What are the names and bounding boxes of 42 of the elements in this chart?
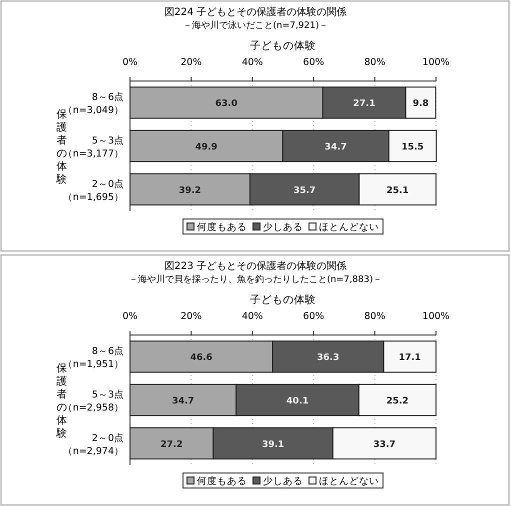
x-tick-label: 40% [242, 311, 263, 322]
data-label: 15.5 [401, 142, 424, 152]
x-tick-label: 100% [422, 311, 450, 322]
x-tick-label: 0% [122, 311, 138, 322]
chart-title: 図224 子どもとその保護者の体験の関係 [164, 6, 347, 18]
data-label: 39.1 [262, 440, 284, 450]
chart-subtitle: －海や川で貝を採ったり、魚を釣ったりしたこと(n=7,883)－ [128, 274, 382, 285]
chart-title: 図223 子どもとその保護者の体験の関係 [164, 260, 347, 272]
x-axis-title: 子どもの体験 [250, 294, 316, 306]
data-label: 27.1 [353, 99, 376, 110]
x-tick-label: 60% [303, 57, 324, 68]
data-label: 25.1 [386, 186, 409, 196]
legend-label: 何度もある [197, 475, 247, 487]
data-label: 63.0 [215, 99, 238, 110]
data-label: 9.8 [412, 99, 429, 110]
x-tick-label: 20% [180, 311, 202, 322]
data-label: 27.2 [160, 440, 183, 450]
data-label: 33.7 [373, 440, 396, 450]
data-label: 39.2 [178, 186, 202, 196]
data-label: 46.6 [190, 353, 212, 364]
x-tick-label: 80% [364, 57, 386, 68]
data-label: 25.2 [386, 396, 409, 406]
x-axis-title: 子どもの体験 [250, 40, 316, 52]
data-label: 40.1 [286, 396, 309, 406]
x-tick-label: 20% [180, 57, 202, 68]
legend-label: ほとんどない [319, 476, 379, 487]
legend-label: 少しある [263, 221, 303, 233]
legend-label: 何度もある [197, 221, 247, 233]
data-label: 49.9 [195, 142, 218, 152]
data-label: 34.7 [324, 142, 347, 152]
x-tick-label: 100% [422, 57, 450, 68]
x-tick-label: 40% [242, 57, 263, 68]
chart-subtitle: －海や川で泳いだこと(n=7,921)－ [182, 20, 328, 31]
data-label: 36.3 [317, 353, 340, 364]
data-label: 35.7 [293, 186, 316, 196]
x-tick-label: 60% [303, 311, 324, 322]
legend-label: 少しある [263, 475, 303, 487]
x-tick-label: 0% [122, 57, 138, 68]
data-label: 34.7 [172, 396, 194, 406]
data-label: 17.1 [398, 353, 421, 364]
x-tick-label: 80% [364, 311, 386, 322]
legend-label: ほとんどない [319, 222, 379, 233]
